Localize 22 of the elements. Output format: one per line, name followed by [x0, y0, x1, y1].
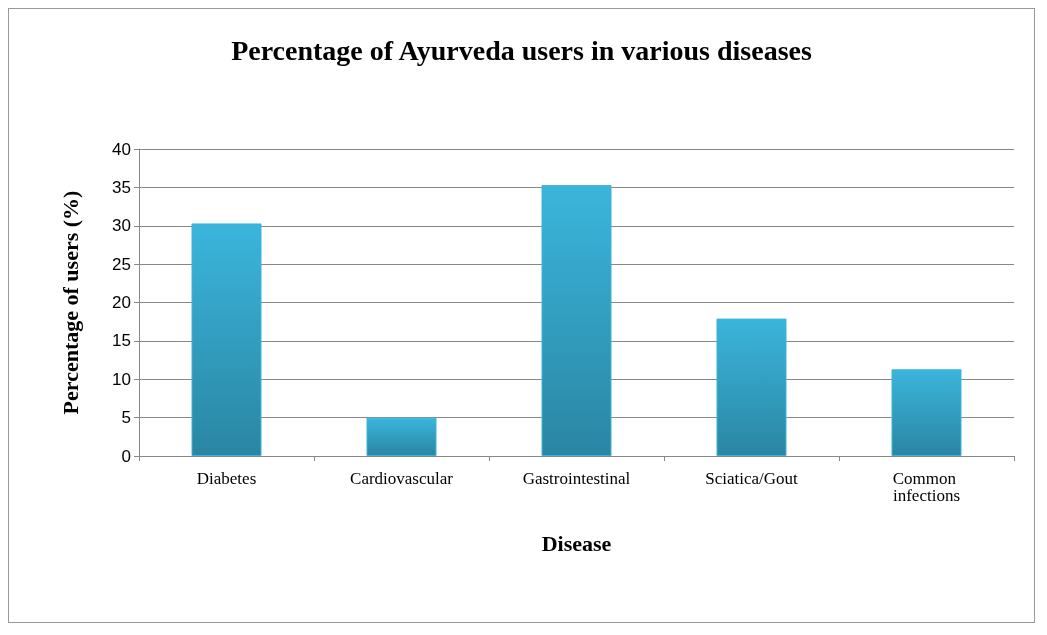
y-tick-label: 5 [121, 408, 131, 428]
y-tick-label: 40 [112, 139, 131, 159]
x-tick-label: Gastrointestinal [522, 469, 631, 488]
y-tick-label: 10 [112, 369, 131, 389]
bar [891, 369, 962, 456]
chart-title: Percentage of Ayurveda users in various diseases [231, 34, 812, 66]
x-tick-label: Cardiovascular [350, 469, 454, 488]
y-tick-label: 0 [121, 446, 131, 466]
x-tick-label: Diabetes [196, 469, 257, 488]
y-tick-label: 35 [112, 177, 131, 197]
y-tick-label: 15 [112, 331, 131, 351]
x-tick-label: Common infections [892, 469, 961, 505]
x-tick-label: Sciatica/Gout [705, 469, 799, 488]
y-tick-label: 30 [112, 216, 131, 236]
y-axis-title: Percentage of users (%) [57, 190, 83, 415]
y-tick-label: 20 [112, 293, 131, 312]
bar [366, 417, 437, 456]
y-tick-label: 25 [112, 254, 131, 274]
x-axis-title: Disease [541, 530, 612, 556]
bar [541, 185, 612, 456]
bar [716, 318, 787, 456]
bar [191, 223, 262, 456]
